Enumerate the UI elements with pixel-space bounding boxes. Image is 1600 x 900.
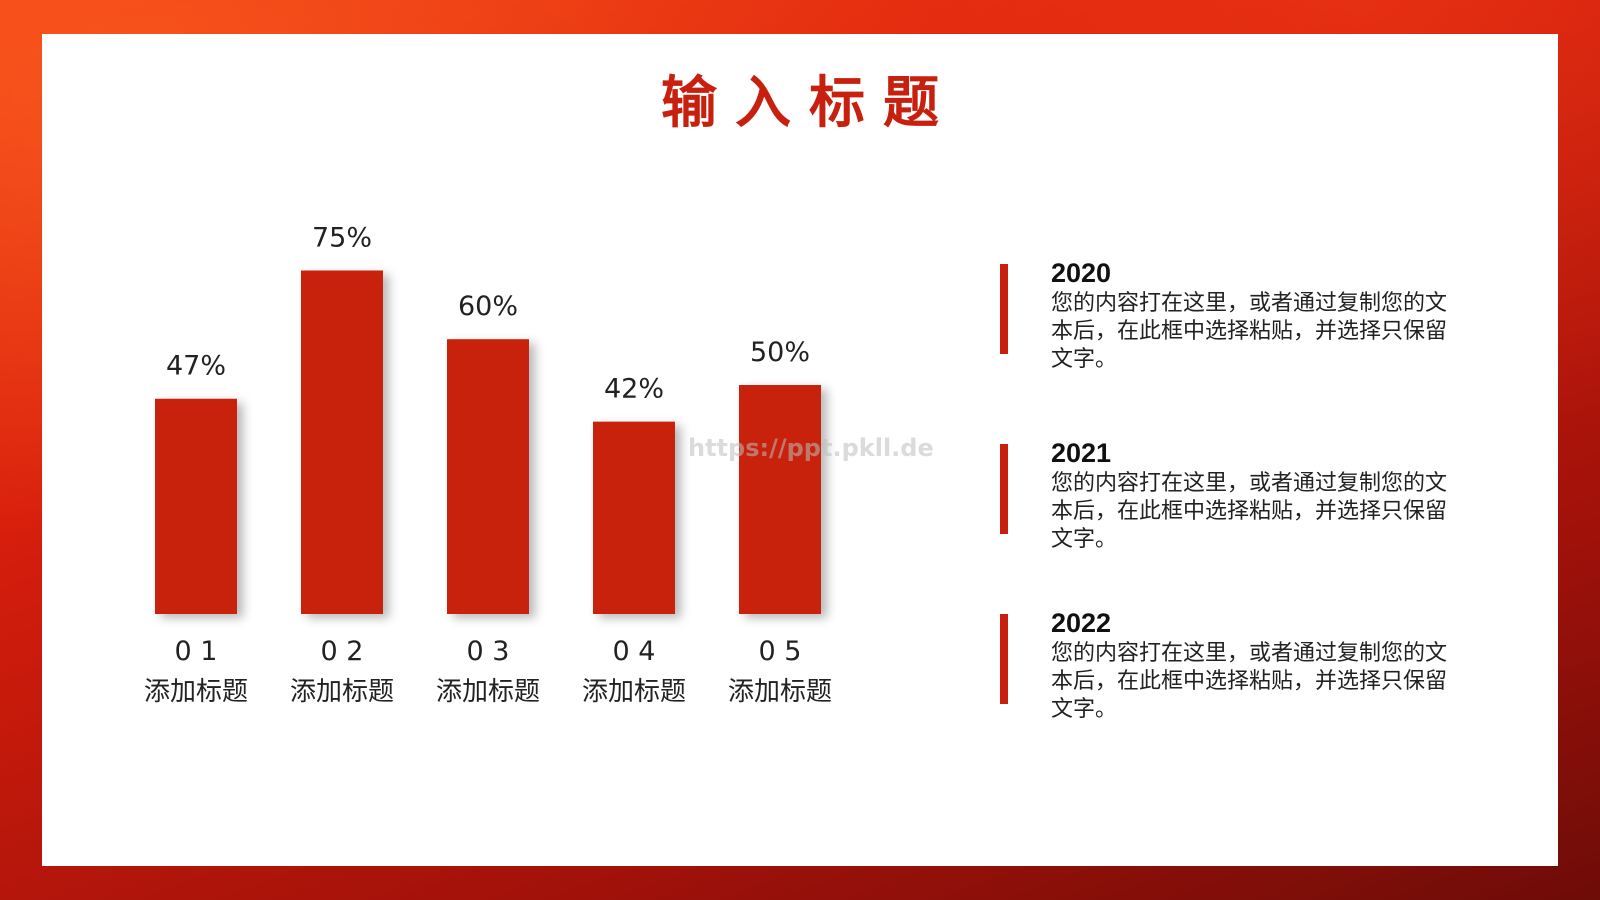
category-sublabel: 添加标题 — [582, 677, 686, 707]
accent-bar — [1000, 264, 1008, 354]
category-sublabel: 添加标题 — [144, 677, 248, 707]
info-text: 您的内容打在这里，或者通过复制您的文本后，在此框中选择粘贴，并选择只保留文字。 — [1051, 471, 1448, 552]
category-label: 0 1 — [175, 636, 218, 667]
info-year: 2020 — [1051, 258, 1112, 288]
slide-title: 输入标题 — [661, 71, 957, 136]
category-sublabel: 添加标题 — [290, 677, 394, 707]
category-sublabel: 添加标题 — [728, 677, 832, 707]
watermark-text: https://ppt.pkll.de — [688, 434, 934, 462]
data-label: 60% — [458, 291, 518, 322]
bar — [593, 421, 675, 614]
category-sublabel: 添加标题 — [436, 677, 540, 707]
accent-bar — [1000, 614, 1008, 704]
data-label: 42% — [604, 374, 664, 405]
info-text: 您的内容打在这里，或者通过复制您的文本后，在此框中选择粘贴，并选择只保留文字。 — [1051, 291, 1448, 372]
category-label: 0 2 — [321, 636, 364, 667]
category-label: 0 4 — [613, 636, 656, 667]
bar — [155, 398, 237, 614]
bar — [447, 339, 529, 614]
category-label: 0 5 — [759, 636, 802, 667]
bar — [739, 385, 821, 614]
info-year: 2021 — [1051, 438, 1112, 468]
category-label: 0 3 — [467, 636, 510, 667]
accent-bar — [1000, 444, 1008, 534]
data-label: 75% — [312, 223, 372, 254]
data-label: 50% — [750, 337, 810, 368]
info-year: 2022 — [1051, 608, 1112, 638]
bar — [301, 270, 383, 614]
info-text: 您的内容打在这里，或者通过复制您的文本后，在此框中选择粘贴，并选择只保留文字。 — [1051, 641, 1448, 722]
data-label: 47% — [166, 351, 226, 382]
